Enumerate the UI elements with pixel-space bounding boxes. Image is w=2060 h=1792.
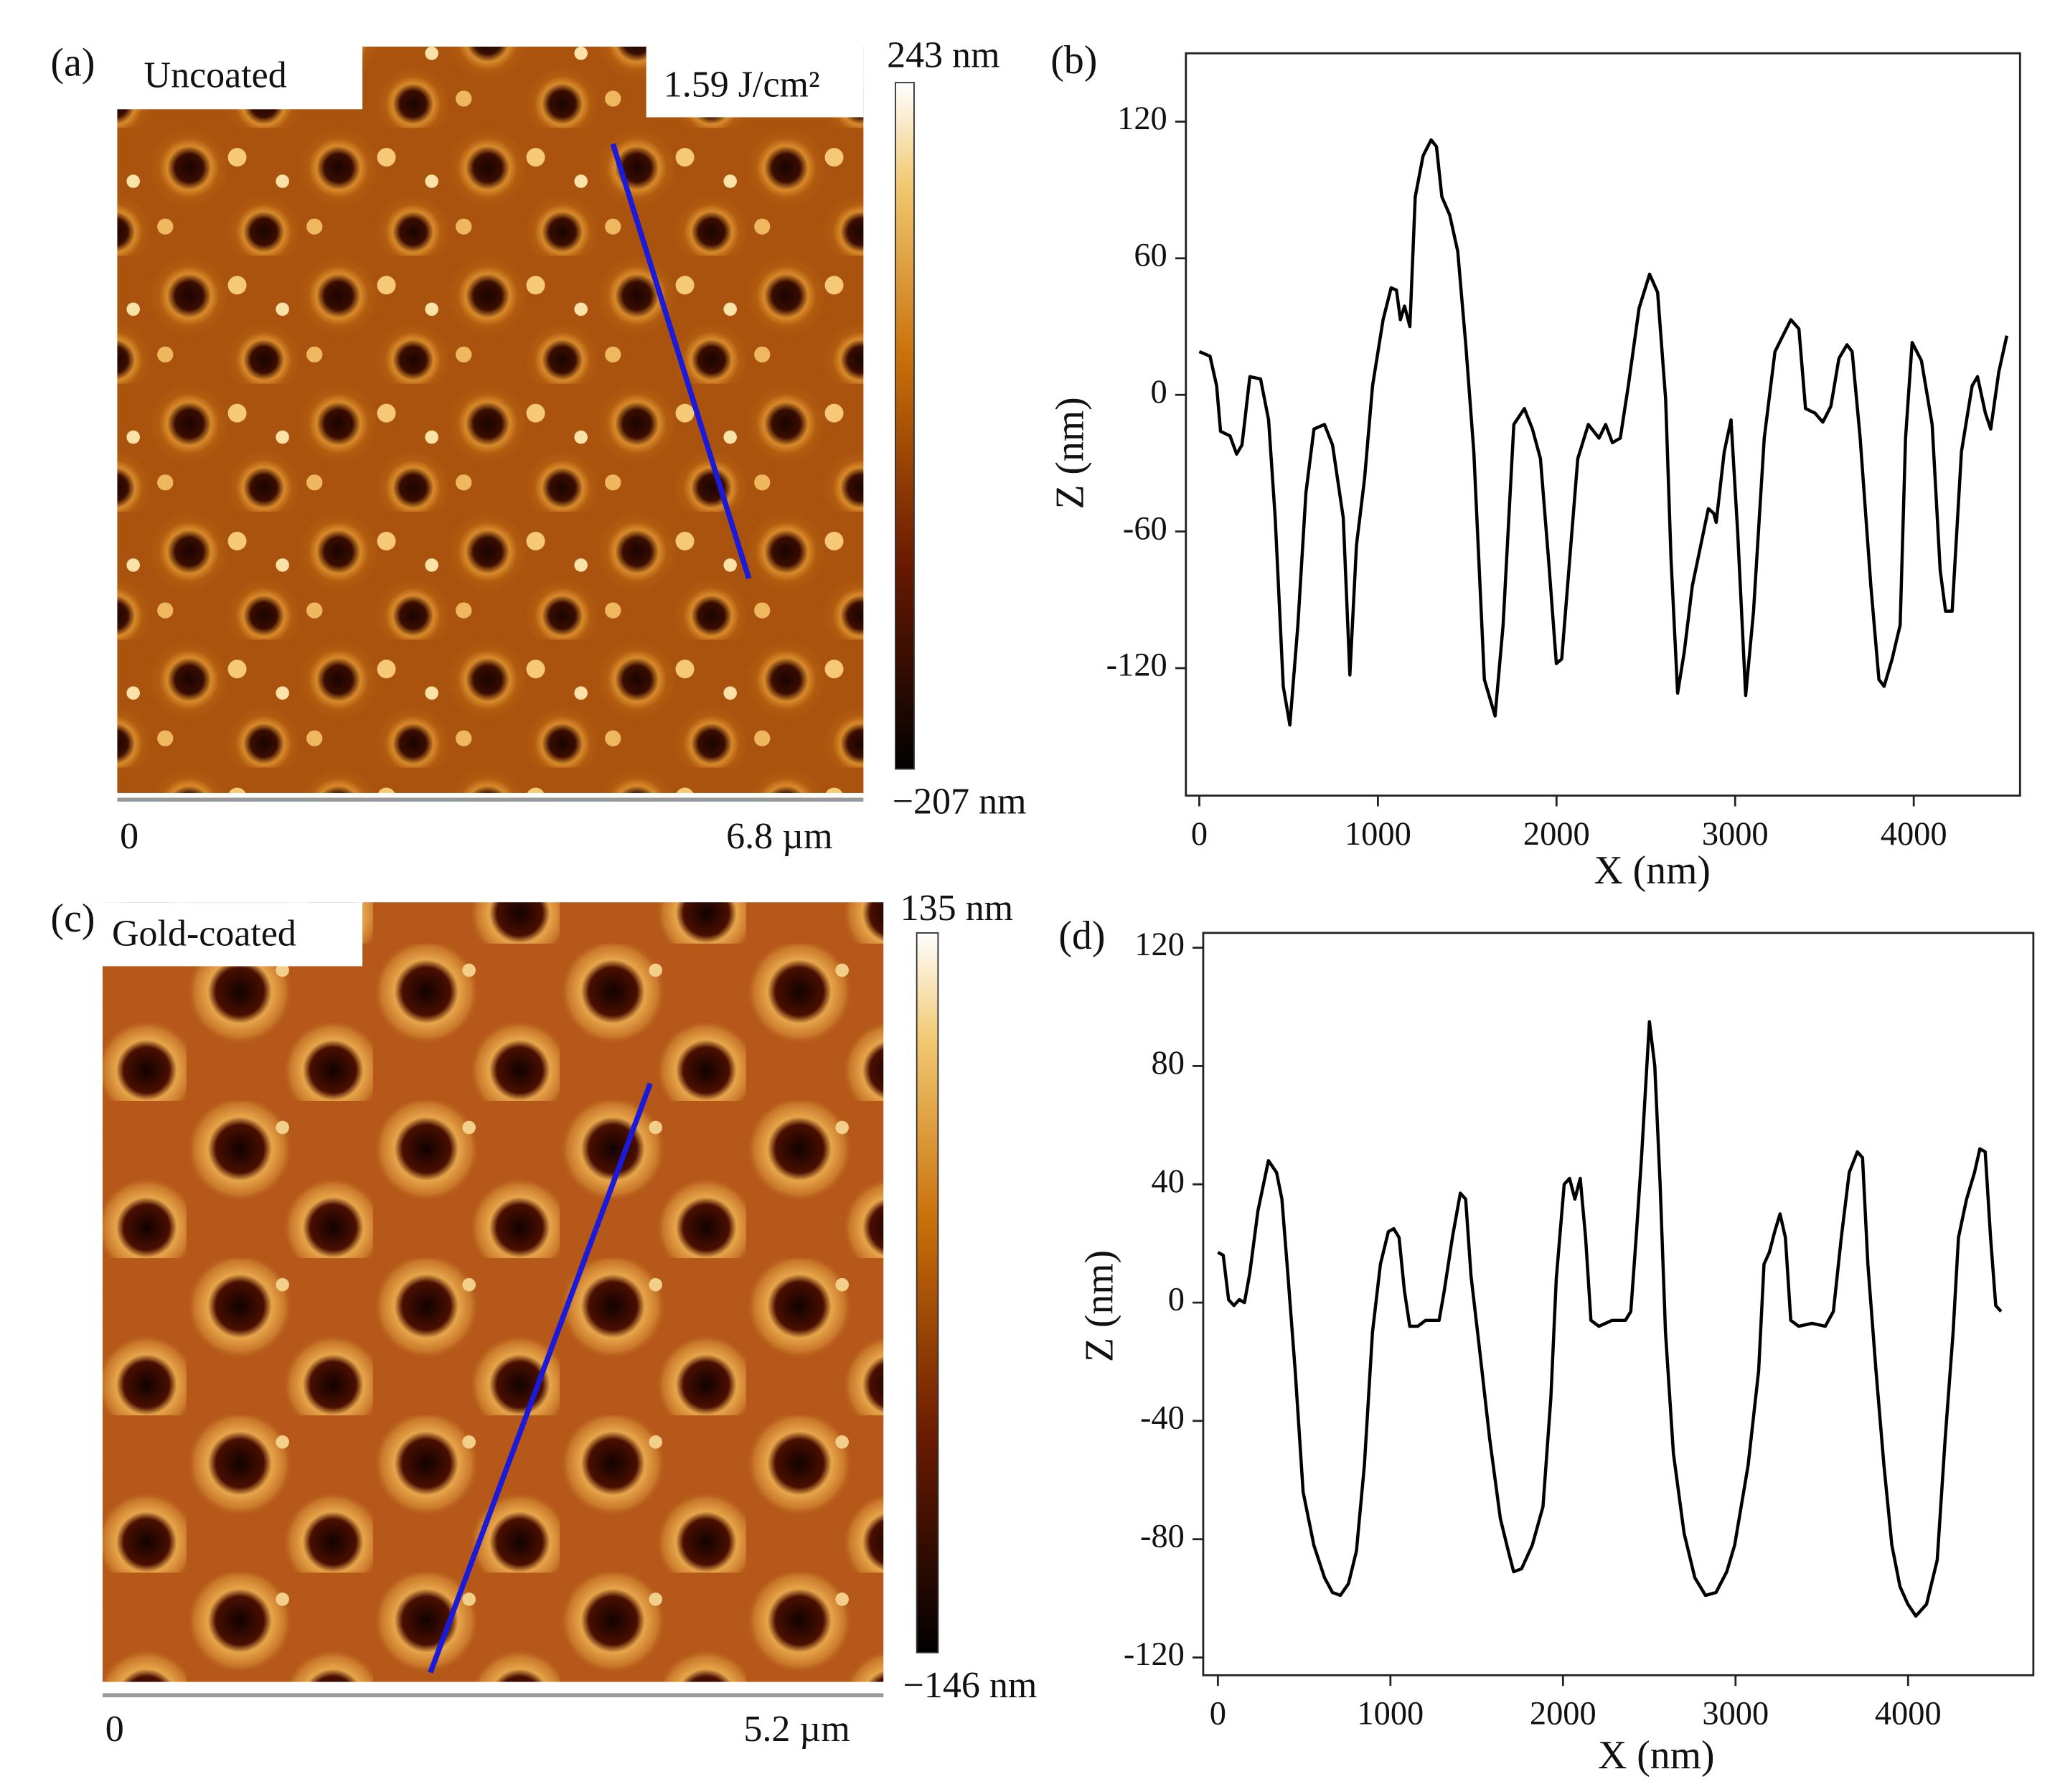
colorbar: [895, 82, 915, 770]
afm-image: [102, 902, 884, 1682]
x-tick-label: 4000: [1875, 1696, 1942, 1732]
y-tick-label: -60: [1123, 510, 1167, 547]
afm-image: [117, 46, 864, 793]
y-tick-label: -120: [1124, 1636, 1185, 1673]
label-box: [646, 46, 864, 118]
plot-frame: [1185, 52, 2021, 797]
x-tick-label: 3000: [1702, 1696, 1769, 1732]
x-axis-label: X (nm): [1598, 1733, 1714, 1778]
y-tick-label: 80: [1152, 1045, 1185, 1082]
colorbar-min: −146 nm: [903, 1665, 1038, 1706]
x-tick-label: 0: [1191, 816, 1208, 853]
panel-label: (c): [51, 896, 95, 941]
x-tick-label: 3000: [1702, 816, 1769, 853]
x-tick-label: 1000: [1345, 816, 1411, 853]
x-tick-label: 2000: [1530, 1696, 1596, 1732]
label-box: [102, 902, 363, 967]
panel-label: (a): [51, 41, 95, 85]
y-tick-label: 120: [1134, 927, 1185, 963]
y-tick-label: 0: [1151, 374, 1167, 411]
label-box: [106, 46, 363, 110]
colorbar-max: 243 nm: [887, 35, 1000, 76]
x-tick-label: 2000: [1523, 816, 1590, 853]
y-tick-label: 0: [1168, 1282, 1185, 1318]
y-tick-label: -40: [1140, 1400, 1185, 1437]
fluence-label: 1.59 J/cm²: [664, 65, 820, 105]
panel-label: (d): [1058, 914, 1105, 958]
data-line: [1217, 1020, 2003, 1618]
y-tick-label: -80: [1140, 1518, 1185, 1554]
sample-label: Gold-coated: [112, 913, 296, 954]
colorbar-min: −207 nm: [893, 782, 1027, 822]
x-tick-label: 4000: [1881, 816, 1947, 853]
panel-label: (b): [1050, 38, 1097, 83]
x-axis-label: X (nm): [1594, 848, 1711, 893]
y-axis-label: Z (nm): [1048, 397, 1093, 509]
y-tick-label: 120: [1117, 100, 1167, 137]
data-line: [1198, 138, 2009, 727]
colorbar: [916, 932, 939, 1653]
profile-line: [428, 1082, 653, 1674]
scale-start: 0: [105, 1709, 124, 1750]
x-tick-label: 0: [1210, 1696, 1226, 1732]
plot-frame: [1202, 932, 2035, 1676]
sample-label: Uncoated: [144, 55, 287, 96]
y-tick-label: 60: [1134, 238, 1167, 274]
colorbar-max: 135 nm: [900, 888, 1013, 929]
y-axis-label: Z (nm): [1077, 1250, 1121, 1362]
scale-end: 5.2 µm: [743, 1709, 850, 1750]
scale-end: 6.8 µm: [726, 816, 832, 857]
profile-line: [610, 143, 752, 580]
y-tick-label: 40: [1152, 1163, 1185, 1200]
y-tick-label: -120: [1106, 647, 1167, 684]
scale-start: 0: [120, 816, 138, 857]
x-tick-label: 1000: [1357, 1696, 1424, 1732]
